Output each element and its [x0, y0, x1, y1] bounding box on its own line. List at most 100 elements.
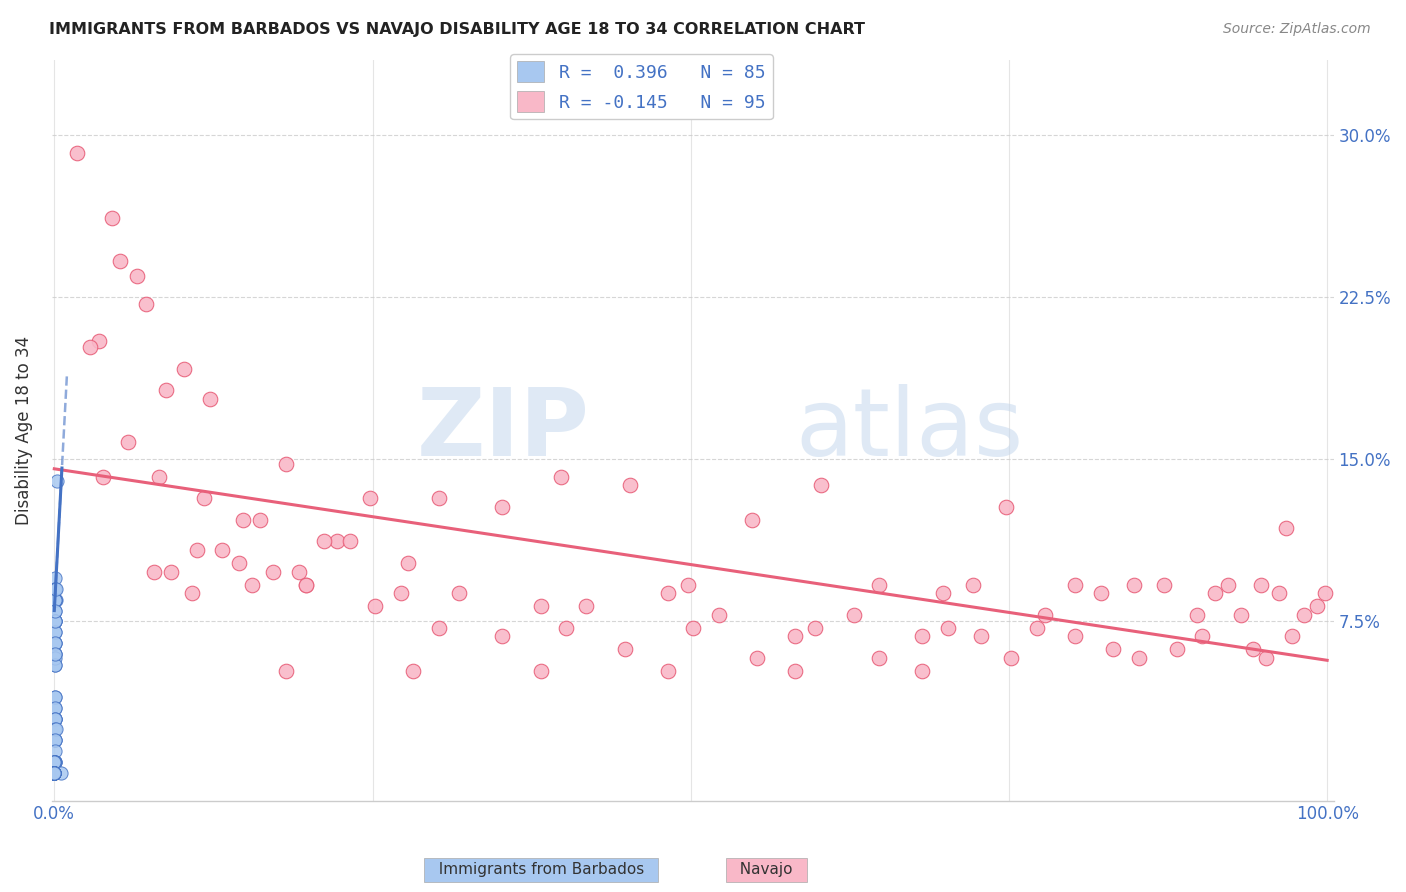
Point: [44, 765, 66, 780]
Point: [1090, 586, 1112, 600]
Point: [44, 765, 66, 780]
Point: [44, 657, 66, 672]
Point: [1281, 630, 1303, 644]
Point: [1294, 607, 1316, 622]
Point: [44, 647, 66, 661]
Point: [676, 577, 699, 591]
Point: [619, 478, 641, 492]
Point: [186, 543, 208, 558]
Point: [232, 513, 254, 527]
Text: Source: ZipAtlas.com: Source: ZipAtlas.com: [1223, 22, 1371, 37]
Point: [1166, 642, 1188, 657]
Point: [364, 599, 387, 614]
Point: [45, 474, 67, 488]
Point: [160, 565, 183, 579]
Point: [44, 765, 66, 780]
Point: [44, 625, 66, 640]
Point: [44, 712, 66, 726]
Point: [110, 253, 132, 268]
Point: [868, 651, 890, 665]
Point: [911, 664, 934, 678]
Point: [44, 603, 66, 617]
Point: [402, 664, 425, 678]
Point: [44, 765, 66, 780]
Point: [44, 765, 66, 780]
Point: [44, 733, 66, 747]
Point: [45, 723, 67, 737]
Point: [491, 500, 513, 514]
Point: [44, 765, 66, 780]
Point: [44, 755, 66, 769]
Point: [339, 534, 361, 549]
Point: [117, 435, 139, 450]
Point: [1254, 651, 1277, 665]
Point: [44, 765, 66, 780]
Point: [49, 765, 72, 780]
Point: [314, 534, 336, 549]
Point: [44, 571, 66, 585]
Point: [148, 469, 170, 483]
Point: [995, 500, 1018, 514]
Point: [427, 491, 450, 506]
Point: [1153, 577, 1175, 591]
Point: [44, 765, 66, 780]
Point: [287, 565, 309, 579]
Point: [135, 297, 157, 311]
Point: [682, 621, 704, 635]
Point: [44, 651, 66, 665]
Point: [44, 765, 66, 780]
Point: [44, 582, 66, 596]
Point: [44, 615, 66, 629]
Point: [240, 577, 263, 591]
Point: [550, 469, 572, 483]
Point: [44, 765, 66, 780]
Point: [274, 457, 297, 471]
Point: [842, 607, 865, 622]
Point: [44, 733, 66, 747]
Point: [44, 615, 66, 629]
Point: [44, 765, 66, 780]
Point: [44, 723, 66, 737]
Point: [44, 647, 66, 661]
Point: [1275, 521, 1298, 535]
Point: [44, 765, 66, 780]
Point: [44, 765, 66, 780]
Point: [810, 478, 832, 492]
Point: [1306, 599, 1329, 614]
Point: [970, 630, 993, 644]
Point: [44, 765, 66, 780]
Point: [100, 211, 122, 225]
Point: [449, 586, 471, 600]
Point: [44, 700, 66, 714]
Point: [44, 765, 66, 780]
Point: [79, 340, 101, 354]
Point: [785, 630, 807, 644]
Point: [211, 543, 233, 558]
Point: [44, 765, 66, 780]
Point: [1064, 630, 1087, 644]
Point: [529, 664, 551, 678]
Point: [262, 565, 284, 579]
Point: [44, 582, 66, 596]
Point: [1191, 630, 1213, 644]
Point: [326, 534, 349, 549]
Point: [962, 577, 984, 591]
Point: [44, 592, 66, 607]
Point: [745, 651, 768, 665]
Point: [44, 755, 66, 769]
Point: [1000, 651, 1022, 665]
Point: [142, 565, 165, 579]
Point: [44, 765, 66, 780]
Point: [529, 599, 551, 614]
Point: [44, 765, 66, 780]
Point: [44, 765, 66, 780]
Point: [44, 765, 66, 780]
Point: [295, 577, 318, 591]
Point: [44, 636, 66, 650]
Point: [44, 744, 66, 758]
Point: [91, 469, 114, 483]
Point: [1241, 642, 1264, 657]
Point: [1064, 577, 1087, 591]
Point: [1204, 586, 1226, 600]
Point: [44, 712, 66, 726]
